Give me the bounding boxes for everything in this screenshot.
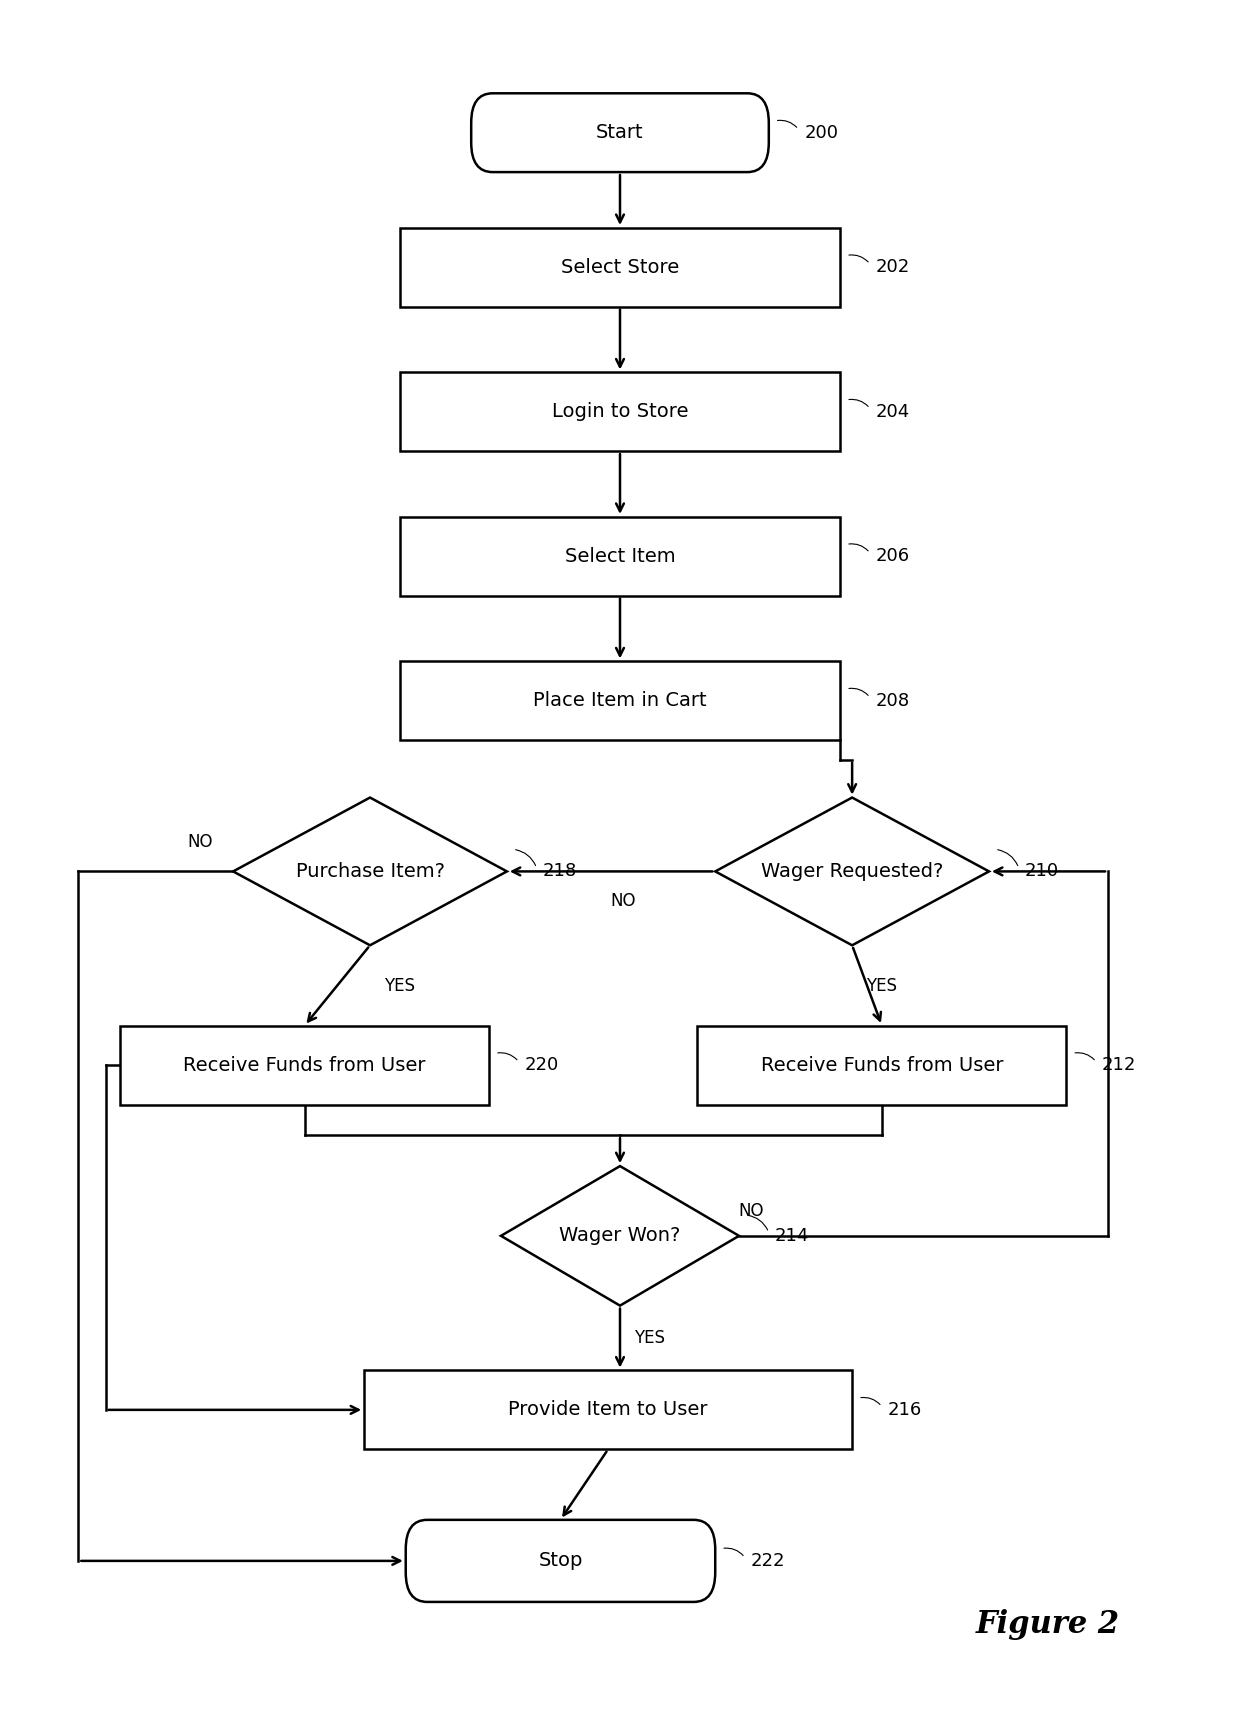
- Text: Select Item: Select Item: [564, 547, 676, 566]
- Text: 200: 200: [805, 123, 838, 142]
- Text: Place Item in Cart: Place Item in Cart: [533, 691, 707, 710]
- Text: 208: 208: [875, 691, 910, 710]
- Text: Wager Requested?: Wager Requested?: [761, 862, 944, 881]
- Text: 222: 222: [751, 1553, 785, 1570]
- Bar: [399, 662, 841, 740]
- Text: 216: 216: [888, 1400, 923, 1419]
- Bar: [697, 1026, 1066, 1105]
- Text: 214: 214: [775, 1226, 810, 1245]
- Text: NO: NO: [187, 833, 212, 852]
- Text: NO: NO: [610, 893, 636, 910]
- FancyBboxPatch shape: [405, 1520, 715, 1602]
- Text: Provide Item to User: Provide Item to User: [508, 1400, 708, 1419]
- Bar: [365, 1370, 852, 1450]
- Text: YES: YES: [634, 1329, 665, 1347]
- Bar: [120, 1026, 489, 1105]
- FancyBboxPatch shape: [471, 94, 769, 173]
- Bar: [399, 516, 841, 595]
- Text: 210: 210: [1024, 862, 1059, 881]
- Text: Wager Won?: Wager Won?: [559, 1226, 681, 1245]
- Text: Start: Start: [596, 123, 644, 142]
- Text: Select Store: Select Store: [560, 258, 680, 277]
- Text: Receive Funds from User: Receive Funds from User: [760, 1055, 1003, 1074]
- Text: Receive Funds from User: Receive Funds from User: [184, 1055, 425, 1074]
- Text: NO: NO: [738, 1202, 764, 1221]
- Text: Login to Store: Login to Store: [552, 402, 688, 421]
- Text: 204: 204: [875, 404, 910, 421]
- Text: 220: 220: [525, 1057, 559, 1074]
- Text: Figure 2: Figure 2: [976, 1609, 1120, 1640]
- Bar: [399, 373, 841, 451]
- Polygon shape: [501, 1166, 739, 1306]
- Polygon shape: [715, 797, 990, 946]
- Polygon shape: [233, 797, 507, 946]
- Bar: [399, 227, 841, 306]
- Text: Purchase Item?: Purchase Item?: [295, 862, 444, 881]
- Text: Stop: Stop: [538, 1551, 583, 1570]
- Text: YES: YES: [384, 976, 415, 995]
- Text: 202: 202: [875, 258, 910, 277]
- Text: 212: 212: [1102, 1057, 1137, 1074]
- Text: YES: YES: [867, 976, 898, 995]
- Text: 218: 218: [543, 862, 577, 881]
- Text: 206: 206: [875, 547, 910, 566]
